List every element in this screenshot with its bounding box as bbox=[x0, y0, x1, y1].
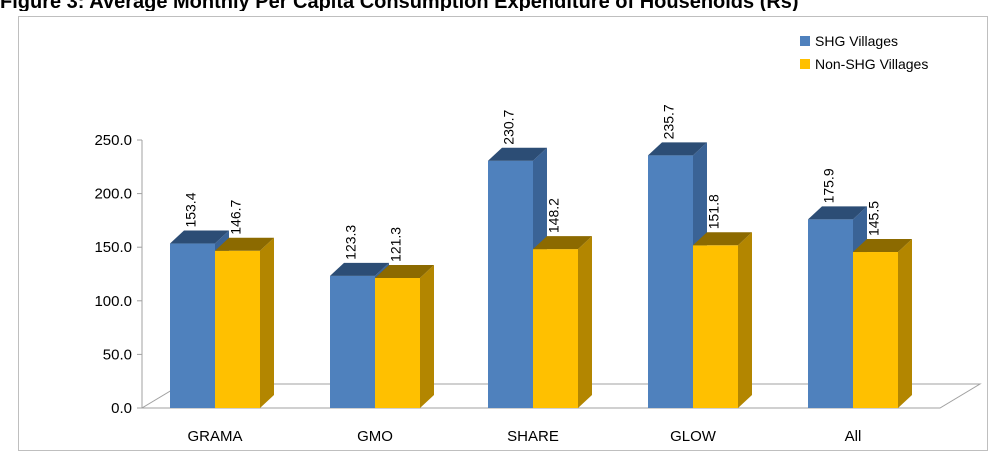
x-tick-label: All bbox=[845, 428, 862, 445]
bar-grama-non-shg bbox=[215, 237, 274, 408]
legend: SHG Villages Non-SHG Villages bbox=[800, 33, 928, 72]
bar-front bbox=[808, 219, 853, 408]
legend-swatch bbox=[800, 59, 810, 69]
bars bbox=[170, 142, 912, 409]
data-labels: 153.4 146.7 123.3 121.3 230.7 148.2 235.7 151.8… bbox=[183, 104, 882, 262]
bar-side bbox=[578, 236, 592, 408]
bar-top bbox=[330, 262, 389, 276]
y-tick-label: 150.0 bbox=[94, 239, 132, 256]
bar-all-non-shg bbox=[853, 239, 912, 408]
y-tick-label: 200.0 bbox=[94, 186, 132, 203]
bar-share-non-shg bbox=[533, 236, 592, 408]
bar-top bbox=[375, 264, 434, 278]
y-tick-label: 50.0 bbox=[103, 346, 132, 363]
y-axis: 0.0 50.0 100.0 150.0 200.0 250.0 bbox=[94, 132, 142, 417]
data-label: 148.2 bbox=[546, 198, 562, 233]
data-label: 145.5 bbox=[866, 201, 882, 236]
bar-side bbox=[898, 239, 912, 408]
bar-top bbox=[853, 239, 912, 253]
data-label: 175.9 bbox=[821, 168, 837, 203]
bar-gmo-non-shg bbox=[375, 264, 434, 408]
data-label: 151.8 bbox=[706, 194, 722, 229]
bar-side bbox=[420, 264, 434, 408]
bar-glow-non-shg bbox=[693, 232, 752, 408]
x-tick-label: GLOW bbox=[670, 428, 717, 445]
bar-front bbox=[693, 245, 738, 408]
bar-front bbox=[648, 155, 693, 408]
bar-top bbox=[488, 147, 547, 161]
data-label: 235.7 bbox=[661, 104, 677, 139]
bar-side bbox=[738, 232, 752, 408]
y-tick-label: 100.0 bbox=[94, 293, 132, 310]
bar-front bbox=[215, 250, 260, 408]
bar-top bbox=[808, 206, 867, 220]
bar-front bbox=[330, 275, 375, 408]
bar-front bbox=[170, 243, 215, 408]
y-tick-label: 0.0 bbox=[111, 400, 132, 417]
bar-front bbox=[853, 252, 898, 408]
bar-front bbox=[533, 249, 578, 408]
bar-front bbox=[375, 277, 420, 408]
data-label: 230.7 bbox=[501, 109, 517, 144]
bar-top bbox=[533, 236, 592, 250]
x-tick-label: SHARE bbox=[507, 428, 559, 445]
legend-swatch bbox=[800, 36, 810, 46]
x-tick-label: GRAMA bbox=[187, 428, 242, 445]
y-tick-label: 250.0 bbox=[94, 132, 132, 149]
data-label: 146.7 bbox=[228, 199, 244, 234]
data-label: 123.3 bbox=[343, 225, 359, 260]
bar-top bbox=[648, 142, 707, 156]
x-tick-label: GMO bbox=[357, 428, 393, 445]
bar-top bbox=[215, 237, 274, 251]
legend-label: Non-SHG Villages bbox=[815, 56, 928, 72]
chart-title: Figure 3: Average Monthly Per Capita Con… bbox=[0, 0, 799, 11]
data-label: 153.4 bbox=[183, 192, 199, 227]
data-label: 121.3 bbox=[388, 227, 404, 262]
x-axis: GRAMA GMO SHARE GLOW All bbox=[187, 428, 861, 445]
legend-label: SHG Villages bbox=[815, 33, 898, 49]
bar-top bbox=[170, 230, 229, 244]
bar-side bbox=[260, 237, 274, 408]
bar-front bbox=[488, 160, 533, 408]
bar-top bbox=[693, 232, 752, 246]
